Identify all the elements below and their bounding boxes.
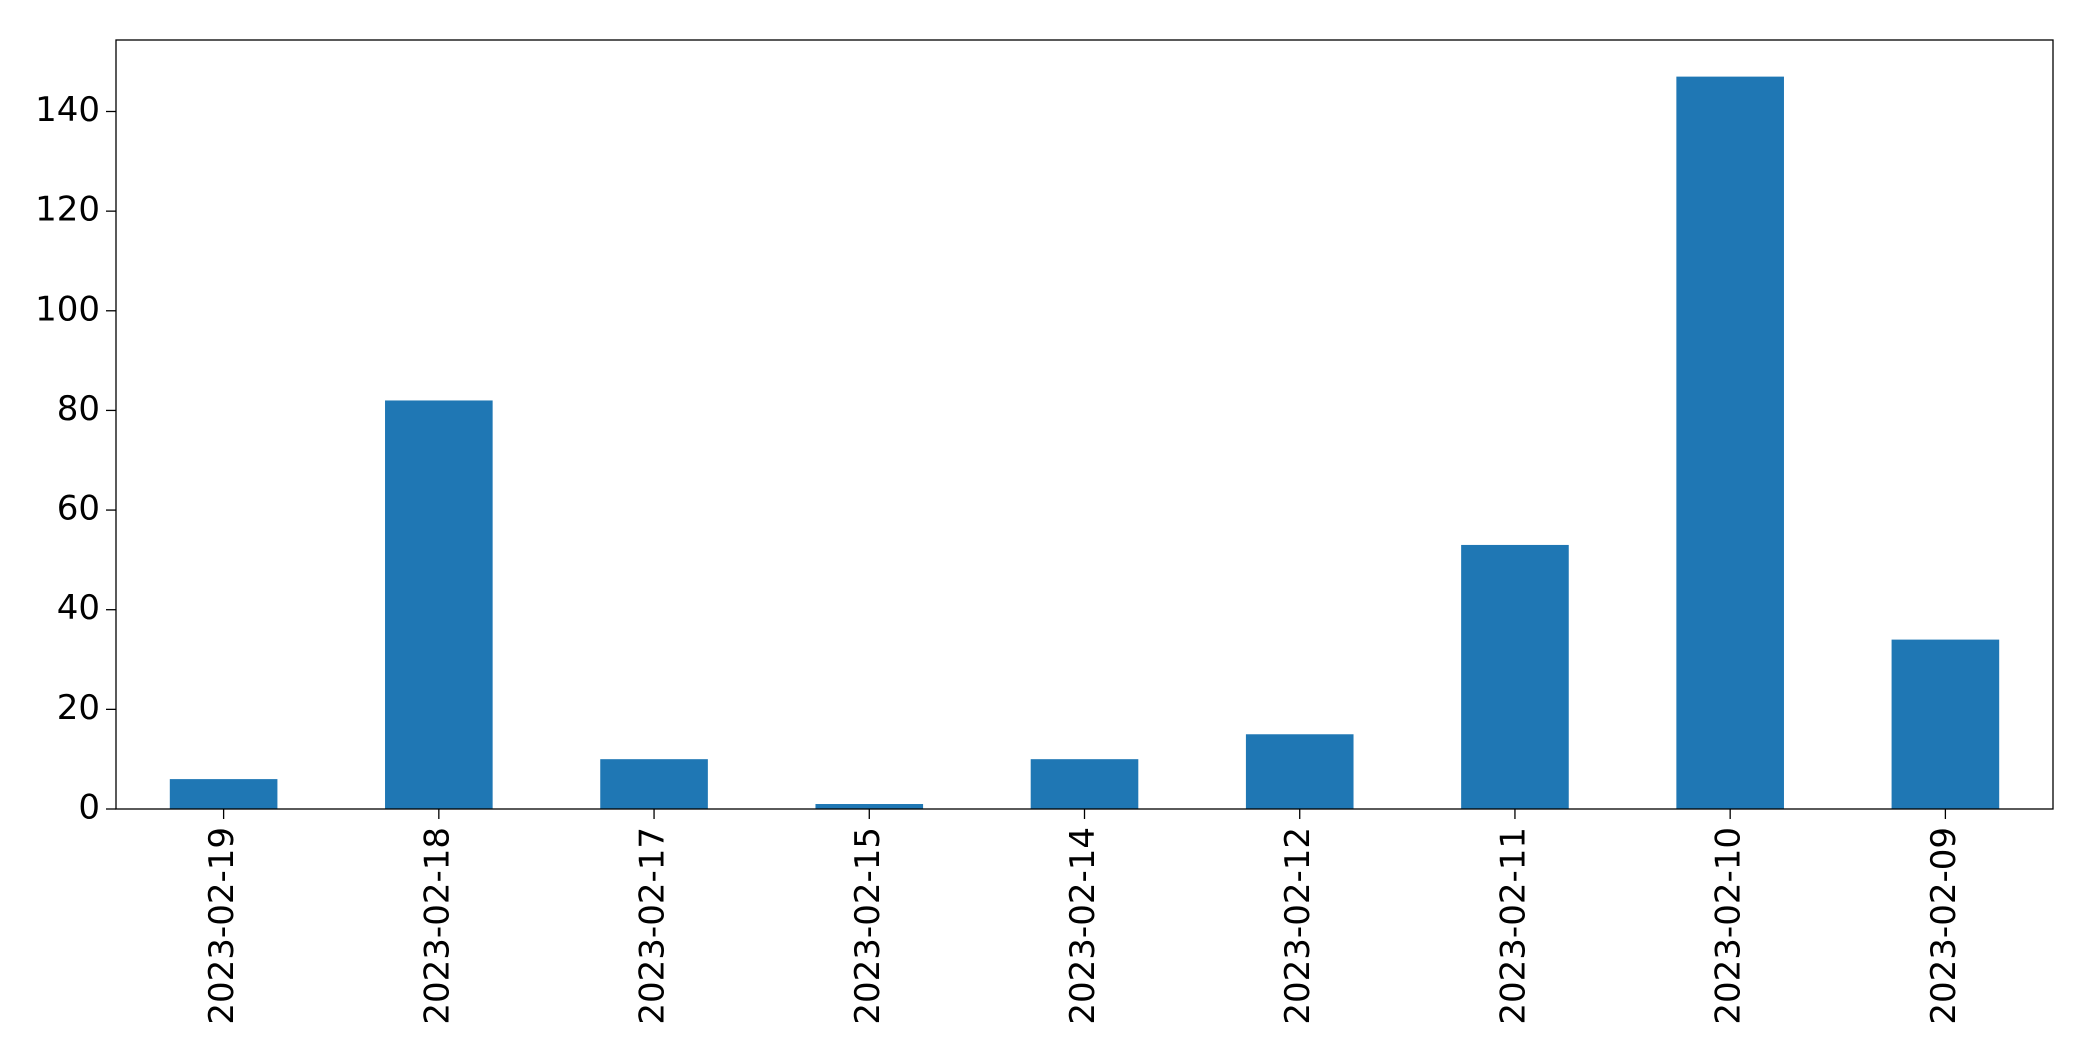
x-tick-label: 2023-02-12 (1278, 827, 1318, 1025)
x-tick-label: 2023-02-15 (848, 827, 888, 1025)
bar (600, 759, 708, 809)
bar (1891, 639, 2000, 809)
x-tick-label: 2023-02-09 (1924, 827, 1964, 1025)
x-tick-label: 2023-02-11 (1493, 827, 1533, 1025)
bar (169, 779, 278, 809)
bar (815, 804, 924, 809)
bar (1030, 759, 1139, 809)
y-tick-label: 60 (57, 489, 100, 529)
y-tick-label: 0 (78, 788, 100, 828)
x-tick-label: 2023-02-17 (633, 827, 673, 1025)
bar (1461, 544, 1569, 809)
bar (1245, 734, 1354, 809)
bar (1676, 76, 1784, 810)
x-tick-label: 2023-02-19 (202, 827, 242, 1025)
bar (385, 400, 493, 809)
x-tick-label: 2023-02-14 (1063, 827, 1103, 1025)
y-tick-label: 80 (57, 389, 100, 429)
y-tick-label: 140 (35, 90, 100, 130)
y-tick-label: 20 (57, 688, 100, 728)
x-tick-label: 2023-02-18 (417, 827, 457, 1025)
y-tick-label: 100 (35, 289, 100, 329)
axes-frame (115, 39, 2054, 810)
y-tick-label: 120 (35, 190, 100, 230)
y-tick-label: 40 (57, 588, 100, 628)
x-tick-label: 2023-02-10 (1709, 827, 1749, 1025)
